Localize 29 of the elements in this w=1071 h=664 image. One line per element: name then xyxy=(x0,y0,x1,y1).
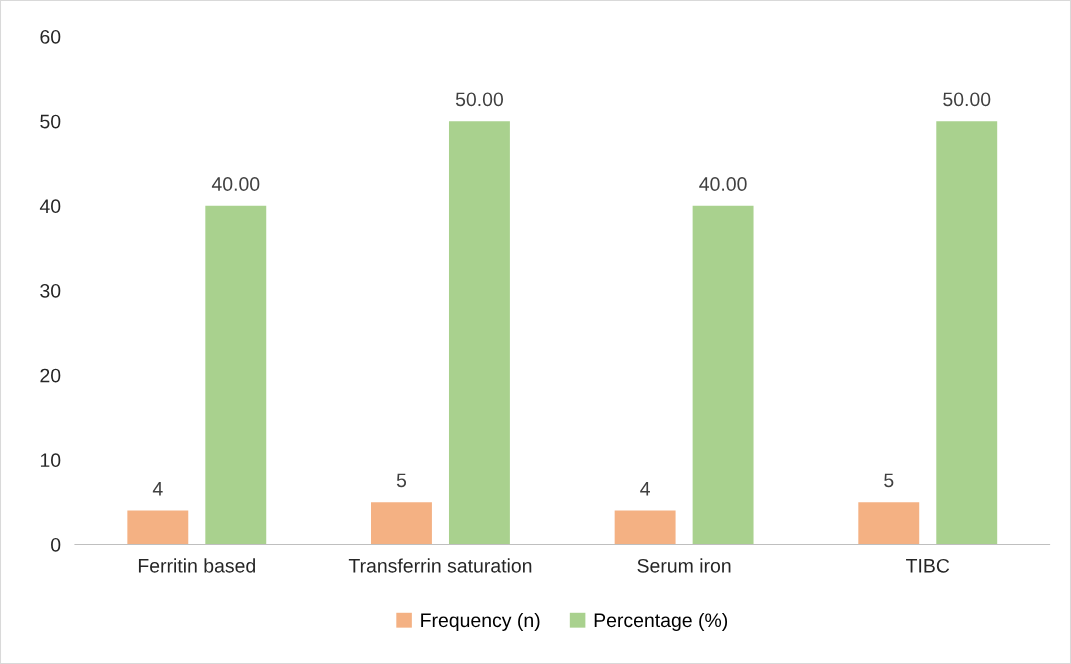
data-label: 40.00 xyxy=(699,177,747,191)
data-label: 4 xyxy=(640,482,650,496)
x-tick-label: Ferritin based xyxy=(138,558,255,573)
bar xyxy=(205,205,267,545)
y-tick-label: 10 xyxy=(40,453,61,468)
bar xyxy=(448,121,510,545)
y-tick-label: 50 xyxy=(40,114,61,129)
bar xyxy=(692,205,754,545)
data-label: 5 xyxy=(396,473,407,488)
x-tick-label: Transferrin saturation xyxy=(348,558,532,573)
y-tick-label: 30 xyxy=(40,283,61,298)
data-label: 5 xyxy=(884,473,894,488)
bar xyxy=(858,502,920,545)
y-tick-label: 40 xyxy=(39,199,61,214)
x-tick-label: Serum iron xyxy=(637,558,731,573)
x-tick-label: TIBC xyxy=(906,558,950,573)
data-label: 50.00 xyxy=(943,92,991,107)
y-tick-label: 20 xyxy=(40,368,61,383)
legend-label: Percentage (%) xyxy=(594,612,728,632)
legend-label: Frequency (n) xyxy=(421,612,540,632)
data-label: 50.00 xyxy=(455,92,503,107)
bar xyxy=(936,121,998,545)
bar xyxy=(614,510,676,545)
bar xyxy=(127,510,189,545)
data-label: 4 xyxy=(152,482,163,496)
y-tick-label: 0 xyxy=(51,537,61,552)
bar xyxy=(371,502,432,545)
y-tick-label: 60 xyxy=(40,29,61,44)
data-label: 40.00 xyxy=(211,177,260,191)
